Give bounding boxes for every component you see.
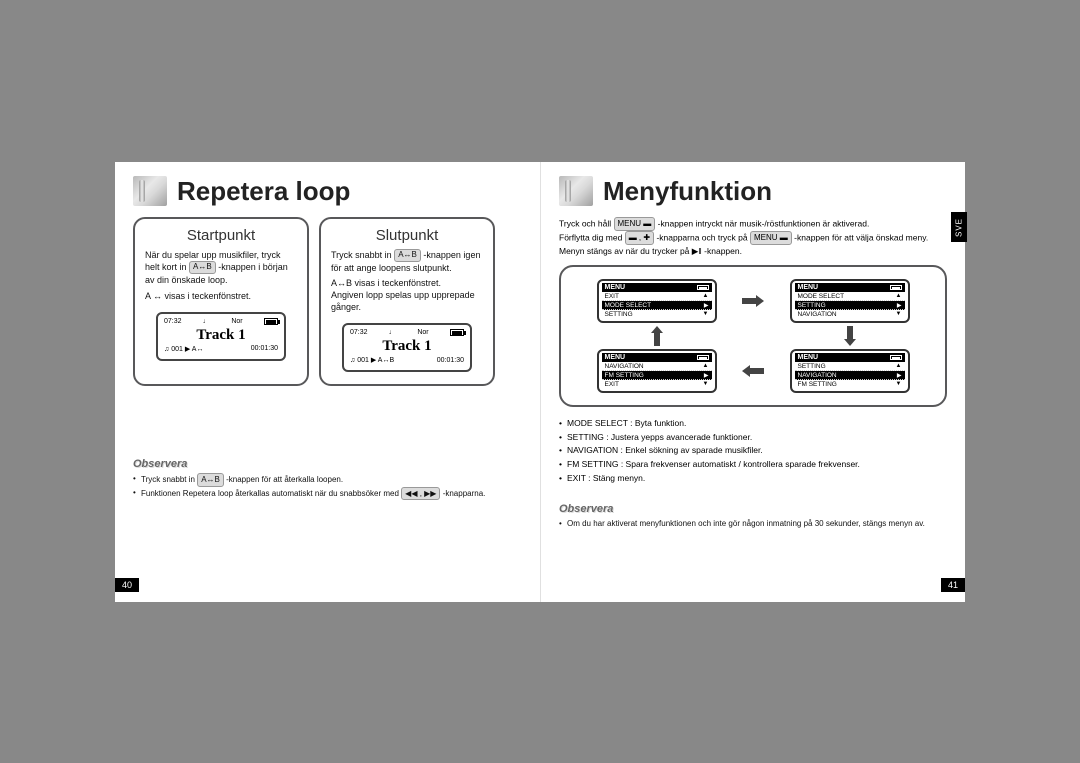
observera-title-right: Observera (559, 503, 947, 515)
ab-button-chip: A↔B (394, 249, 421, 262)
arrow-up-icon (577, 326, 736, 346)
menu-lcd-tr: MENUMODE SELECT▲SETTING▶NAVIGATION▼ (790, 279, 910, 323)
slutpunkt-body: Tryck snabbt in A↔B -knappen igen för at… (331, 249, 483, 314)
title-bar-right: Menyfunktion (559, 176, 947, 207)
slutpunkt-box: Slutpunkt Tryck snabbt in A↔B -knappen i… (319, 217, 495, 387)
menu-diagram: MENUEXIT▲MODE SELECT▶SETTING▼ MENUMODE S… (559, 265, 947, 407)
page-right: SVE Menyfunktion Tryck och håll MENU ▬ -… (540, 162, 965, 602)
menu-lcd-bl: MENUNAVIGATION▲FM SETTING▶EXIT▼ (597, 349, 717, 393)
page-number-right: 41 (941, 578, 965, 592)
page-number-left: 40 (115, 578, 139, 592)
page-left: Repetera loop Startpunkt När du spelar u… (115, 162, 540, 602)
menu-bullets: MODE SELECT : Byta funktion. SETTING : J… (559, 417, 947, 485)
lcd-end: 07:32 ♩ Nor Track 1 ♫ 001 ▶ A↔B 00:01:30 (342, 323, 472, 372)
startpunkt-body: När du spelar upp musikfiler, tryck helt… (145, 249, 297, 302)
title-tab-icon (133, 176, 167, 206)
battery-icon (450, 329, 464, 336)
observera-list-right: Om du har aktiverat menyfunktionen och i… (559, 518, 947, 530)
title-right: Menyfunktion (603, 176, 772, 207)
menu-lcd-br: MENUSETTING▲NAVIGATION▶FM SETTING▼ (790, 349, 910, 393)
battery-icon (264, 318, 278, 325)
observera-list-left: Tryck snabbt in A↔B -knappen för att åte… (133, 473, 522, 500)
menu-instructions: Tryck och håll MENU ▬ -knappen intryckt … (559, 217, 947, 258)
title-bar-left: Repetera loop (133, 176, 522, 207)
arrow-down-icon (770, 326, 929, 346)
ab-button-chip: A↔B (189, 261, 216, 274)
slutpunkt-title: Slutpunkt (331, 227, 483, 244)
manual-spread: Repetera loop Startpunkt När du spelar u… (115, 162, 965, 602)
observera-title-left: Observera (133, 458, 522, 470)
instruction-boxes: Startpunkt När du spelar upp musikfiler,… (133, 217, 522, 387)
menu-lcd-tl: MENUEXIT▲MODE SELECT▶SETTING▼ (597, 279, 717, 323)
arrow-right-icon (738, 295, 768, 307)
lcd-start: 07:32 ♩ Nor Track 1 ♫ 001 ▶ A↔ 00:01:30 (156, 312, 286, 361)
sve-tab: SVE (951, 212, 967, 242)
startpunkt-box: Startpunkt När du spelar upp musikfiler,… (133, 217, 309, 387)
startpunkt-title: Startpunkt (145, 227, 297, 244)
nav-button-chip: ▬ , ✚ (625, 231, 654, 245)
arrow-left-icon (738, 365, 768, 377)
title-tab-icon (559, 176, 593, 206)
menu-button-chip: MENU ▬ (750, 231, 792, 245)
title-left: Repetera loop (177, 176, 350, 207)
menu-button-chip: MENU ▬ (614, 217, 656, 231)
